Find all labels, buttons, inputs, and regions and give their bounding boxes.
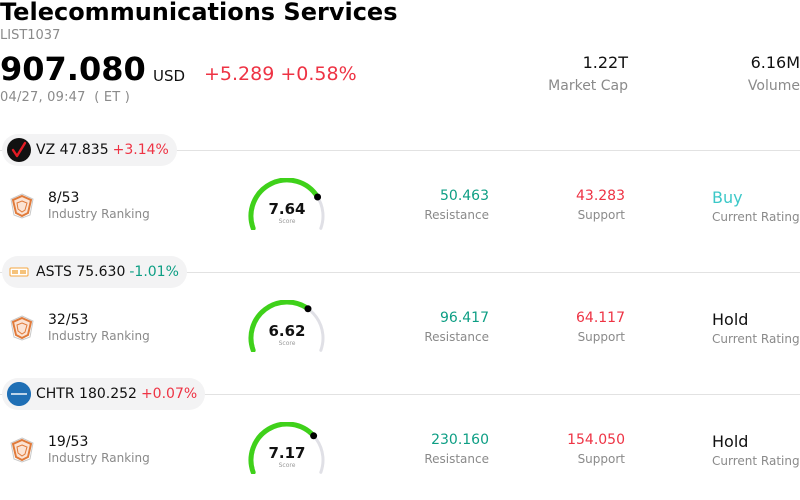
timestamp: 04/27, 09:47 ( ET )	[0, 90, 131, 105]
support-label: Support	[577, 452, 625, 466]
list-code: LIST1037	[0, 28, 61, 43]
resistance-label: Resistance	[424, 452, 489, 466]
asts-logo-icon	[7, 260, 31, 284]
current-rating-label: Current Rating	[712, 210, 800, 224]
charter-logo-icon	[7, 382, 31, 406]
resistance-value: 50.463	[440, 188, 489, 204]
industry-rank-label: Industry Ranking	[48, 451, 150, 465]
industry-rank-label: Industry Ranking	[48, 329, 150, 343]
ranking-shield-icon	[10, 193, 34, 219]
stock-chip[interactable]: ASTS 75.630 -1.01%	[2, 256, 187, 288]
resistance-label: Resistance	[424, 208, 489, 222]
stock-price: 75.630	[76, 264, 126, 280]
industry-rank-value: 32/53	[48, 312, 89, 328]
score-label: Score	[278, 462, 296, 469]
stock-change: -1.01%	[129, 264, 179, 280]
page-title: Telecommunications Services	[0, 0, 398, 26]
current-rating-value: Hold	[712, 432, 749, 451]
score-value: 6.62	[268, 322, 306, 340]
row-divider	[0, 394, 800, 395]
stock-symbol: CHTR	[36, 386, 75, 402]
support-value: 64.117	[576, 310, 625, 326]
row-divider	[0, 150, 800, 151]
index-price: 907.080	[0, 50, 146, 88]
stock-chip[interactable]: VZ 47.835 +3.14%	[2, 134, 177, 166]
index-change: +5.289 +0.58%	[204, 63, 357, 85]
row-divider	[0, 272, 800, 273]
stock-price: 180.252	[79, 386, 137, 402]
support-label: Support	[577, 330, 625, 344]
score-value: 7.64	[268, 200, 306, 218]
industry-rank-label: Industry Ranking	[48, 207, 150, 221]
current-rating-value: Hold	[712, 310, 749, 329]
score-gauge	[248, 178, 325, 230]
score-label: Score	[278, 340, 296, 347]
stock-change: +0.07%	[140, 386, 198, 402]
current-rating-label: Current Rating	[712, 454, 800, 468]
resistance-value: 96.417	[440, 310, 489, 326]
support-label: Support	[577, 208, 625, 222]
stock-row[interactable]: ASTS 75.630 -1.01% 32/53 Industry Rankin…	[0, 256, 800, 378]
industry-rank-value: 8/53	[48, 190, 80, 206]
stock-symbol: VZ	[36, 142, 56, 158]
industry-rank-value: 19/53	[48, 434, 89, 450]
score-label: Score	[278, 218, 296, 225]
current-rating-value: Buy	[712, 188, 743, 207]
stock-price: 47.835	[59, 142, 109, 158]
resistance-label: Resistance	[424, 330, 489, 344]
ranking-shield-icon	[10, 437, 34, 463]
resistance-value: 230.160	[431, 432, 489, 448]
score-value: 7.17	[268, 444, 306, 462]
support-value: 43.283	[576, 188, 625, 204]
market-cap-label: Market Cap	[548, 78, 628, 94]
stock-symbol: ASTS	[36, 264, 72, 280]
currency-label: USD	[153, 67, 186, 85]
volume-label: Volume	[747, 78, 800, 94]
market-cap-value: 1.22T	[582, 53, 628, 72]
stock-change: +3.14%	[112, 142, 169, 158]
score-gauge	[248, 300, 325, 352]
stock-chip[interactable]: CHTR 180.252 +0.07%	[2, 378, 206, 410]
stock-row[interactable]: CHTR 180.252 +0.07% 19/53 Industry Ranki…	[0, 378, 800, 500]
stock-row[interactable]: VZ 47.835 +3.14% 8/53 Industry Ranking 7…	[0, 134, 800, 256]
verizon-check-icon	[7, 138, 31, 162]
current-rating-label: Current Rating	[712, 332, 800, 346]
ranking-shield-icon	[10, 315, 34, 341]
volume-value: 6.16M	[750, 53, 800, 72]
score-gauge	[248, 422, 325, 474]
support-value: 154.050	[567, 432, 625, 448]
